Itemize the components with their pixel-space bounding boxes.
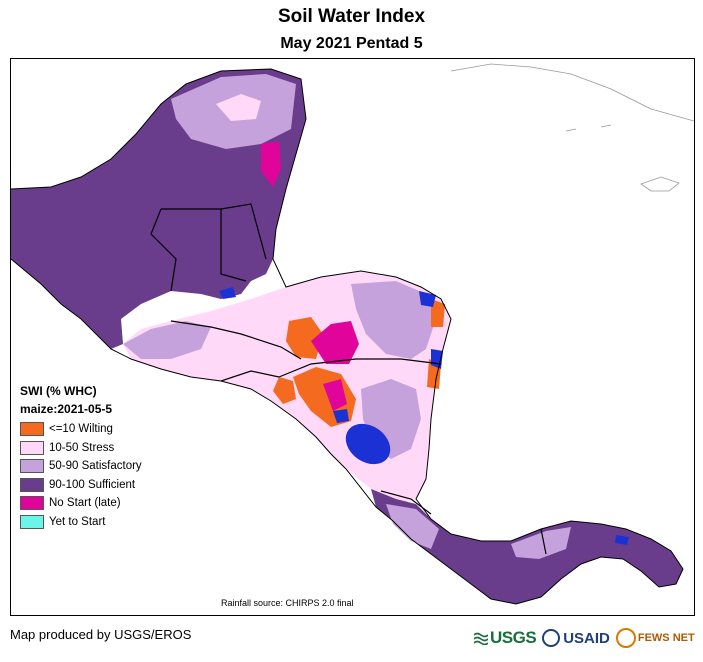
legend-item-yet-to-start: Yet to Start	[10, 513, 160, 532]
legend-label: No Start (late)	[49, 497, 121, 510]
legend-swatch	[20, 514, 44, 529]
lake-managua	[333, 409, 349, 423]
patch-honduras-satisfactory	[351, 281, 436, 359]
jamaica-outline	[640, 176, 680, 192]
water-honduras-coast	[419, 291, 436, 307]
legend-label: 10-50 Stress	[49, 441, 115, 454]
legend-crop: maize:2021-05-5	[20, 402, 113, 416]
rainfall-source: Rainfall source: CHIRPS 2.0 final	[221, 598, 354, 608]
map-credit: Map produced by USGS/EROS	[10, 627, 192, 642]
patch-nw-nicaragua-wilting	[273, 377, 296, 404]
legend-swatch	[20, 496, 44, 511]
legend-item-stress: 10-50 Stress	[10, 439, 160, 458]
patch-costa-rica-satisfactory	[386, 504, 439, 549]
patch-nicaragua-no-start	[323, 379, 347, 411]
legend: SWI (% WHC) maize:2021-05-5 <=10 Wilting…	[10, 384, 160, 531]
legend-item-satisfactory: 50-90 Satisfactory	[10, 457, 160, 476]
legend-label: Yet to Start	[49, 515, 106, 528]
legend-item-no-start: No Start (late)	[10, 494, 160, 513]
logo-bar: USGS USAID FEWS NET	[474, 623, 701, 653]
usaid-logo: USAID	[542, 629, 610, 647]
map-frame	[10, 58, 695, 616]
patch-yucatan-stress	[216, 94, 261, 121]
coastline	[11, 68, 684, 605]
patch-honduras-wilting	[286, 317, 323, 359]
legend-item-sufficient: 90-100 Sufficient	[10, 476, 160, 495]
patch-coast-wilting	[431, 299, 445, 327]
fews-globe-icon	[615, 628, 636, 648]
patch-belize-no-start	[261, 141, 281, 187]
legend-label: <=10 Wilting	[49, 423, 113, 436]
cayman-outline	[565, 124, 612, 132]
cuba-outline	[450, 63, 694, 122]
legend-swatch	[20, 477, 44, 492]
usgs-wave-icon	[474, 632, 488, 645]
legend-label: 50-90 Satisfactory	[49, 460, 142, 473]
patch-honduras-no-start	[311, 321, 359, 364]
legend-item-wilting: <=10 Wilting	[10, 420, 160, 439]
patch-guatemala-sufficient	[123, 321, 211, 359]
fews-net-logo: FEWS NET	[615, 628, 695, 648]
country-borders	[150, 203, 547, 555]
legend-label: 90-100 Sufficient	[49, 478, 136, 491]
map-canvas	[11, 63, 694, 605]
water-guatemala	[219, 287, 236, 299]
water-panama	[615, 535, 629, 545]
usaid-seal-icon	[542, 629, 561, 647]
legend-swatch	[20, 459, 44, 474]
legend-swatch	[20, 422, 44, 437]
lake-nicaragua	[345, 423, 391, 465]
map-subtitle: May 2021 Pentad 5	[280, 35, 423, 52]
legend-title: SWI (% WHC)	[20, 384, 97, 398]
map-title: Soil Water Index	[277, 6, 426, 27]
usgs-logo: USGS	[474, 628, 537, 648]
legend-swatch	[20, 440, 44, 455]
patch-panama-satisfactory	[511, 527, 571, 559]
